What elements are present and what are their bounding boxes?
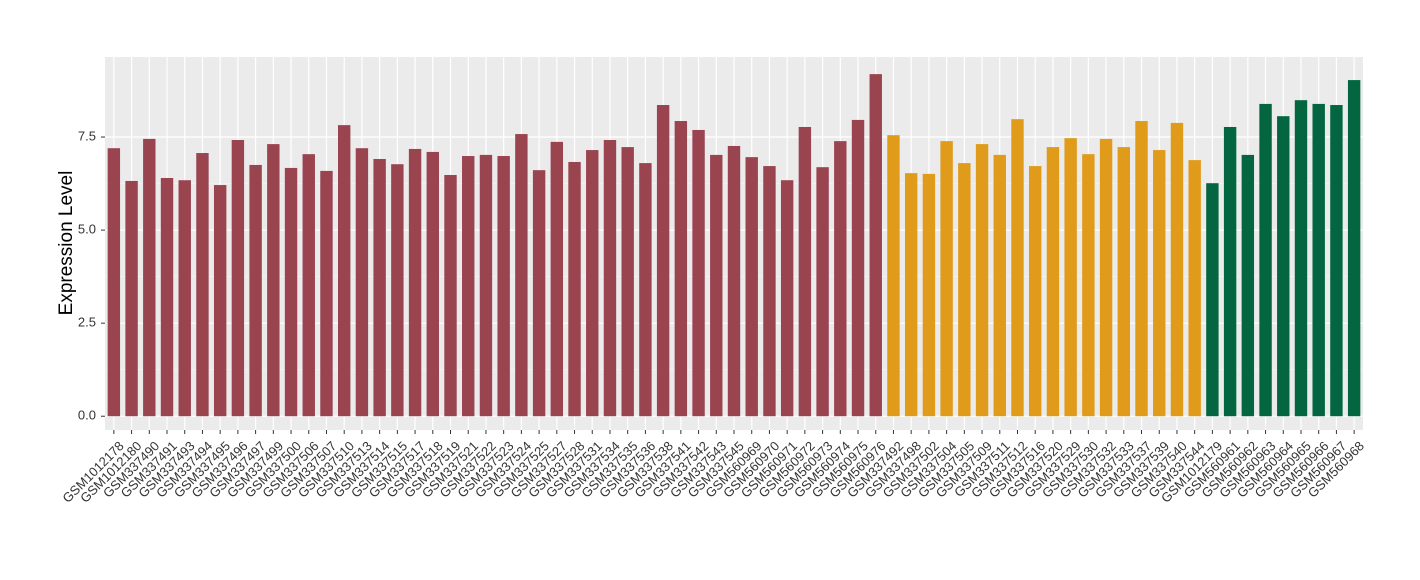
bar xyxy=(1188,160,1201,417)
bar xyxy=(993,154,1006,417)
bar xyxy=(1259,103,1272,417)
bar xyxy=(940,141,953,417)
bar xyxy=(1153,150,1166,417)
bar xyxy=(816,167,829,417)
y-tick-label: 0.0 xyxy=(78,408,96,423)
bar xyxy=(444,175,457,417)
bar xyxy=(249,164,262,417)
bar xyxy=(550,141,564,417)
bar xyxy=(1312,103,1325,417)
bar xyxy=(355,148,369,417)
bar xyxy=(196,153,209,417)
bar xyxy=(1223,126,1237,417)
bar xyxy=(958,163,971,417)
bar xyxy=(143,138,156,417)
bar xyxy=(674,121,688,417)
bar xyxy=(178,180,191,417)
bar xyxy=(1241,154,1255,417)
bar xyxy=(267,144,280,417)
y-tick-label: 2.5 xyxy=(78,315,96,330)
bar xyxy=(337,125,351,417)
bar xyxy=(922,173,936,417)
bar xyxy=(1347,80,1361,417)
bar xyxy=(426,151,439,417)
bar xyxy=(1011,119,1024,417)
bar xyxy=(160,177,174,417)
bar xyxy=(125,180,138,417)
bar xyxy=(780,180,794,417)
bar xyxy=(284,167,298,417)
bar xyxy=(904,173,918,417)
bar xyxy=(603,140,617,417)
bar xyxy=(1135,121,1148,417)
bar xyxy=(1117,147,1131,417)
bar xyxy=(1206,183,1219,417)
bar xyxy=(213,185,227,417)
y-tick-label: 5.0 xyxy=(78,222,96,237)
bar xyxy=(710,154,723,417)
bar xyxy=(568,161,581,417)
bar xyxy=(834,141,847,417)
bar xyxy=(515,134,528,417)
bar xyxy=(497,156,510,417)
bar xyxy=(1082,154,1095,417)
bar xyxy=(692,129,705,417)
bar xyxy=(887,135,900,417)
bar xyxy=(1277,116,1290,417)
bar xyxy=(745,157,758,417)
bar xyxy=(231,140,245,417)
bar xyxy=(656,105,670,417)
y-tick-label: 7.5 xyxy=(78,128,96,143)
bar xyxy=(798,126,812,417)
bar xyxy=(586,150,599,417)
bar xyxy=(621,147,634,417)
bar xyxy=(320,170,333,417)
bar xyxy=(1046,147,1060,417)
bar xyxy=(869,74,882,417)
bar xyxy=(1064,138,1077,417)
bar xyxy=(1294,100,1308,417)
bar xyxy=(107,148,121,417)
bar xyxy=(851,119,865,417)
bar xyxy=(639,163,652,417)
bar xyxy=(1099,138,1113,417)
bar xyxy=(479,154,493,417)
bar xyxy=(373,158,386,417)
bar xyxy=(391,164,404,417)
y-axis-title: Expression Level xyxy=(56,171,77,316)
bar xyxy=(408,148,422,417)
bar xyxy=(302,154,315,417)
bar xyxy=(532,170,546,417)
bar xyxy=(1330,105,1343,417)
bar xyxy=(727,145,741,417)
bar xyxy=(763,166,776,417)
bar xyxy=(975,144,989,417)
bar xyxy=(1170,122,1184,417)
bar xyxy=(462,156,475,417)
bar xyxy=(1029,166,1042,417)
